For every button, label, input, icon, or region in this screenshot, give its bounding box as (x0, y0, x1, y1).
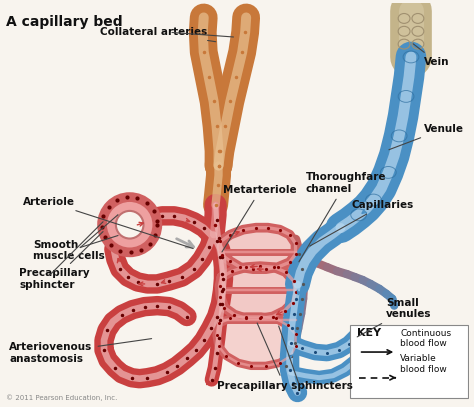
Text: © 2011 Pearson Education, Inc.: © 2011 Pearson Education, Inc. (6, 395, 118, 401)
Text: KEY: KEY (357, 328, 381, 338)
Polygon shape (219, 266, 295, 319)
Text: Collateral arteries: Collateral arteries (100, 27, 216, 42)
Text: Continuous
blood flow: Continuous blood flow (400, 329, 451, 348)
Text: Precapillary sphincters: Precapillary sphincters (217, 323, 353, 391)
Circle shape (102, 197, 157, 252)
Text: Variable
blood flow: Variable blood flow (400, 354, 447, 374)
Text: Small
venules: Small venules (357, 298, 432, 337)
Text: Precapillary
sphincter: Precapillary sphincter (19, 232, 103, 290)
Text: Vein: Vein (413, 44, 449, 67)
Text: Venule: Venule (389, 124, 464, 150)
Polygon shape (220, 228, 295, 269)
Text: A capillary bed: A capillary bed (6, 15, 123, 29)
Text: Arteriole: Arteriole (23, 197, 193, 249)
Polygon shape (217, 317, 295, 366)
Circle shape (116, 211, 144, 239)
Text: Arteriovenous
anastomosis: Arteriovenous anastomosis (9, 339, 152, 364)
Text: Capillaries: Capillaries (310, 200, 414, 246)
Text: Thoroughfare
channel: Thoroughfare channel (299, 173, 386, 262)
Text: Metarteriole: Metarteriole (222, 185, 297, 252)
FancyBboxPatch shape (350, 325, 468, 398)
Text: Smooth
muscle cells: Smooth muscle cells (33, 240, 105, 261)
